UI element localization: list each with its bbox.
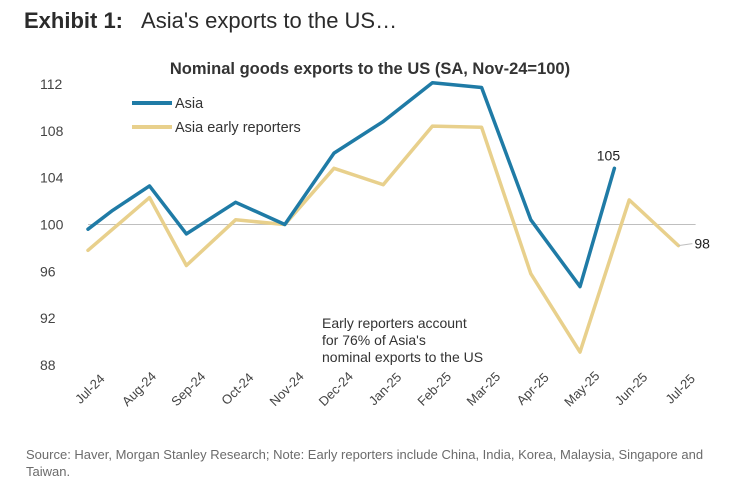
y-tick-label: 92 — [40, 310, 56, 326]
annotation-line: for 76% of Asia's — [322, 332, 426, 348]
source-note: Source: Haver, Morgan Stanley Research; … — [26, 447, 704, 479]
exhibit-header: Exhibit 1: Asia's exports to the US… — [24, 8, 397, 34]
annotation-line: nominal exports to the US — [322, 349, 483, 365]
chart-title: Nominal goods exports to the US (SA, Nov… — [170, 60, 570, 78]
x-tick-label: Jan-25 — [366, 369, 405, 408]
exhibit-title: Asia's exports to the US… — [141, 8, 398, 33]
y-tick-label: 112 — [40, 76, 63, 92]
chart-annotation: Early reporters account for 76% of Asia's… — [322, 315, 483, 365]
line-chart: Nominal goods exports to the US (SA, Nov… — [40, 60, 710, 409]
early-end-label: 98 — [694, 236, 710, 252]
series-early-reporters-line — [86, 124, 681, 354]
exhibit-label: Exhibit 1: — [24, 8, 124, 33]
x-tick-label: Jul-25 — [662, 371, 698, 407]
series-layer: 105 98 — [86, 81, 710, 354]
y-tick-label: 104 — [40, 170, 64, 186]
y-tick-label: 88 — [40, 357, 56, 373]
x-tick-label: Apr-25 — [514, 370, 552, 408]
y-tick-label: 96 — [40, 263, 56, 279]
y-tick-label: 108 — [40, 123, 64, 139]
asia-end-label: 105 — [597, 147, 621, 163]
x-tick-label: Sep-24 — [168, 369, 208, 409]
y-tick-label: 100 — [40, 217, 64, 233]
x-tick-label: Oct-24 — [218, 370, 256, 408]
annotation-line: Early reporters account — [322, 315, 467, 331]
x-tick-label: Mar-25 — [464, 369, 504, 409]
x-tick-label: Aug-24 — [119, 369, 159, 409]
early-end-leader — [678, 243, 693, 247]
x-tick-label: Jul-24 — [72, 371, 108, 407]
x-tick-label: May-25 — [561, 368, 602, 409]
legend-label-early-reporters: Asia early reporters — [175, 120, 301, 136]
x-tick-label: Jun-25 — [612, 369, 651, 408]
legend-label-asia: Asia — [175, 96, 204, 112]
x-tick-label: Feb-25 — [414, 369, 454, 409]
x-tick-label: Nov-24 — [266, 369, 306, 409]
x-tick-label: Dec-24 — [316, 369, 356, 409]
chart-legend: Asia Asia early reporters — [132, 96, 301, 136]
series-asia-line — [86, 81, 617, 289]
